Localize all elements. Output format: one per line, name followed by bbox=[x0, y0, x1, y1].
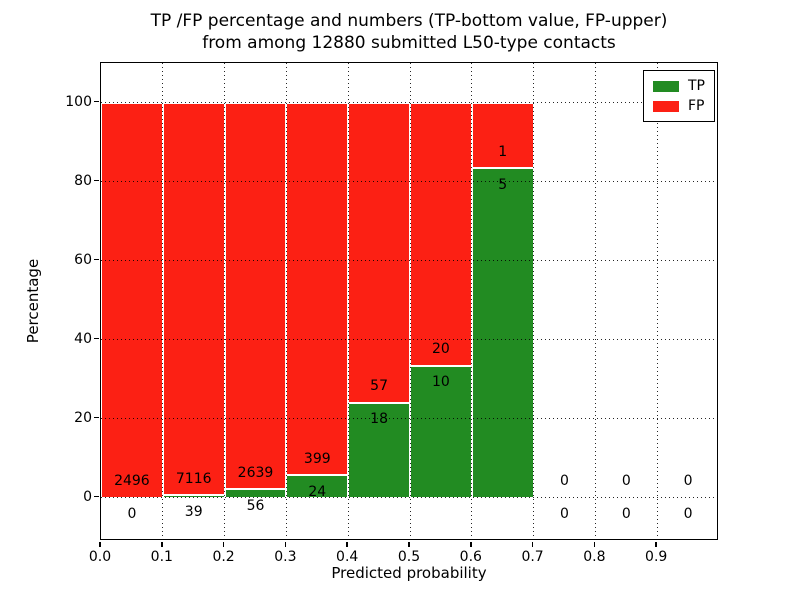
fp-count-label: 7116 bbox=[175, 470, 212, 487]
fp-count-label: 0 bbox=[621, 472, 631, 489]
fp-legend-patch bbox=[653, 100, 679, 112]
y-tick-label: 40 bbox=[74, 330, 92, 347]
fp-count-label: 2496 bbox=[114, 472, 150, 489]
y-tick-mark bbox=[93, 416, 99, 419]
x-tick-mark bbox=[593, 541, 596, 547]
tp-bar bbox=[471, 168, 534, 498]
chart-title-line1: TP /FP percentage and numbers (TP-bottom… bbox=[150, 11, 668, 31]
x-tick-label: 0.1 bbox=[150, 549, 173, 565]
gridline-vertical bbox=[656, 63, 658, 539]
tp-count-label: 0 bbox=[683, 506, 693, 523]
fp-count-label: 1 bbox=[498, 143, 508, 160]
y-tick-label: 0 bbox=[83, 488, 92, 505]
tp-count-label: 0 bbox=[621, 506, 631, 523]
chart-title: TP /FP percentage and numbers (TP-bottom… bbox=[100, 10, 718, 54]
fp-bar bbox=[162, 102, 225, 496]
x-tick-label: 0.4 bbox=[336, 549, 359, 565]
tp-bar bbox=[162, 495, 225, 498]
fp-bar bbox=[101, 102, 163, 498]
x-axis-label: Predicted probability bbox=[331, 564, 487, 582]
fp-count-label: 20 bbox=[431, 341, 450, 358]
fp-count-label: 0 bbox=[683, 472, 693, 489]
tp-count-label: 0 bbox=[127, 506, 137, 523]
y-tick-mark bbox=[93, 100, 99, 103]
y-tick-label: 80 bbox=[74, 172, 92, 189]
y-tick-mark bbox=[93, 258, 99, 261]
tp-count-label: 56 bbox=[246, 497, 265, 514]
tp-legend-patch bbox=[653, 80, 679, 92]
x-tick-mark bbox=[99, 541, 101, 547]
x-tick-label: 0.0 bbox=[88, 549, 112, 565]
x-tick-label: 0.9 bbox=[645, 549, 668, 565]
tp-count-label: 24 bbox=[308, 483, 327, 500]
y-axis-label: Percentage bbox=[24, 258, 42, 344]
fp-bar bbox=[348, 102, 410, 403]
tp-count-label: 0 bbox=[560, 506, 569, 523]
x-tick-label: 0.5 bbox=[397, 549, 421, 565]
x-tick-label: 0.2 bbox=[212, 549, 235, 565]
legend-row: FP bbox=[653, 96, 705, 116]
y-tick-mark bbox=[93, 179, 99, 182]
x-tick-mark bbox=[531, 541, 534, 547]
y-tick-label: 20 bbox=[74, 409, 92, 426]
fp-count-label: 2639 bbox=[237, 464, 274, 481]
y-tick-label: 60 bbox=[74, 251, 92, 268]
tp-count-label: 5 bbox=[498, 176, 508, 193]
fp-count-label: 0 bbox=[560, 472, 569, 489]
x-tick-mark bbox=[655, 541, 657, 547]
y-tick-mark bbox=[93, 337, 99, 340]
y-tick-mark bbox=[93, 495, 99, 498]
fp-count-label: 399 bbox=[303, 450, 331, 467]
legend: TP FP bbox=[643, 70, 715, 122]
tp-count-label: 39 bbox=[184, 503, 203, 520]
x-tick-mark bbox=[161, 541, 163, 547]
plot-area: TP FP 2496 0 7116 39 2639 56 399 24 57 18 20 10 1 5 0 0 0… bbox=[100, 62, 718, 540]
tp-count-label: 18 bbox=[370, 411, 388, 428]
x-tick-mark bbox=[284, 541, 287, 547]
y-tick-label: 100 bbox=[65, 93, 92, 110]
chart-title-line2: from among 12880 submitted L50-type cont… bbox=[202, 33, 616, 53]
x-tick-mark bbox=[346, 541, 348, 547]
x-tick-mark bbox=[470, 541, 472, 547]
fp-bar bbox=[410, 102, 472, 366]
x-tick-label: 0.6 bbox=[459, 549, 482, 565]
tp-count-label: 10 bbox=[431, 374, 450, 391]
fp-bar bbox=[224, 102, 287, 490]
fp-count-label: 57 bbox=[370, 378, 388, 395]
x-tick-label: 0.3 bbox=[274, 549, 297, 565]
legend-label: TP bbox=[688, 78, 705, 94]
x-tick-mark bbox=[408, 541, 410, 547]
gridline-vertical bbox=[594, 63, 596, 539]
x-tick-label: 0.8 bbox=[583, 549, 606, 565]
fp-bar bbox=[286, 102, 349, 476]
x-tick-label: 0.7 bbox=[521, 549, 544, 565]
legend-label: FP bbox=[688, 98, 705, 114]
x-tick-mark bbox=[222, 541, 225, 547]
legend-row: TP bbox=[653, 76, 705, 96]
